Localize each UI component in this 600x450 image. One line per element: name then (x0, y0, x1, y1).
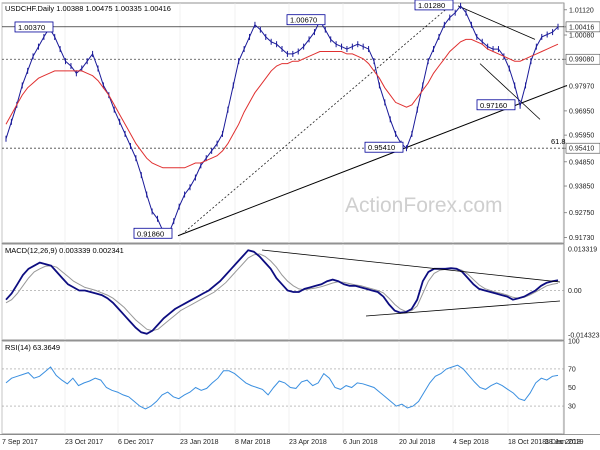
macd-panel-frame (1, 243, 565, 341)
price-annotation-label: 1.01280 (418, 1, 445, 10)
macd-line (5, 249, 559, 335)
macd-y-tick-label: 0.013319 (568, 247, 597, 254)
fib-level-label: 61.8 (551, 137, 566, 146)
price-y-tick-label: 0.95950 (569, 133, 594, 140)
price-annotation-label: 0.95410 (368, 143, 395, 152)
x-tick-label: 20 Jul 2018 (399, 439, 435, 446)
macd-panel-header: MACD(12,26,9) 0.003339 0.002341 (5, 246, 124, 255)
price-annotation-box (14, 21, 54, 33)
price-annotation-box (476, 99, 516, 111)
price-tag-box (565, 21, 600, 33)
x-tick-label: 23 Oct 2017 (65, 439, 103, 446)
x-tick-label: 6 Jun 2018 (343, 439, 378, 446)
rsi-panel-header: RSI(14) 63.3649 (5, 343, 60, 352)
macd-upper-trend-line (261, 249, 561, 283)
price-panel-header: USDCHF.Daily 1.00388 1.00475 1.00335 1.0… (5, 4, 171, 13)
price-annotation-label: 0.91860 (137, 229, 164, 238)
price-y-tick-label: 1.00080 (569, 33, 594, 40)
x-tick-label: 18 Oct 2018 (508, 439, 546, 446)
rsi-y-tick-label: 70 (568, 366, 576, 373)
price-y-tick-label: 0.96950 (569, 108, 594, 115)
long-trend-line (177, 84, 568, 237)
price-y-tick-label: 0.93850 (569, 184, 594, 191)
rsi-y-tick-label: 30 (568, 404, 576, 411)
price-y-tick-label: 0.91730 (569, 235, 594, 242)
rsi-panel-frame (1, 340, 565, 435)
dotted-channel-line (181, 5, 451, 235)
price-series-line (5, 5, 559, 236)
watermark-text: ActionForex.com (345, 194, 503, 217)
x-tick-label: 3 Dec 2018 (545, 439, 581, 446)
x-tick-label: 23 Apr 2018 (289, 439, 327, 446)
price-y-tick-label: 0.92750 (569, 210, 594, 217)
price-annotation-label: 0.97160 (480, 101, 507, 110)
macd-signal-line (5, 253, 559, 332)
price-annotation-box (414, 0, 454, 11)
plot-layer (2, 2, 568, 410)
macd-lower-trend-line (365, 300, 561, 317)
price-annotation-box (364, 141, 404, 153)
x-tick-label: 18 Jan 2019 (545, 439, 584, 446)
price-y-tick-label: 0.95410 (569, 146, 594, 153)
price-tag-box (565, 53, 600, 65)
falling-channel-upper (457, 5, 536, 40)
price-annotation-label: 1.00370 (18, 23, 45, 32)
macd-y-tick-label: -0.014323 (568, 332, 600, 339)
moving-average-line (5, 38, 559, 169)
price-y-tick-label: 0.99080 (569, 57, 594, 64)
chart-background (0, 2, 600, 435)
x-tick-label: 7 Sep 2017 (2, 439, 38, 446)
price-annotation-label: 1.00670 (290, 16, 317, 25)
rsi-line (5, 364, 559, 410)
x-tick-label: 8 Mar 2018 (235, 439, 271, 446)
price-y-tick-label: 0.97970 (569, 84, 594, 91)
x-tick-label: 6 Dec 2017 (118, 439, 154, 446)
macd-y-tick-label: 0.00 (568, 288, 582, 295)
price-tag-box (565, 142, 600, 154)
falling-channel-lower (479, 63, 541, 120)
rsi-y-tick-label: 50 (568, 385, 576, 392)
price-y-tick-label: 1.01120 (569, 7, 594, 14)
rsi-y-tick-label: 100 (568, 339, 580, 346)
price-annotation-box (133, 227, 173, 239)
price-y-tick-label: 1.00416 (569, 24, 594, 31)
price-annotation-box (286, 14, 326, 26)
x-tick-label: 4 Sep 2018 (453, 439, 489, 446)
x-tick-label: 23 Jan 2018 (180, 439, 219, 446)
price-y-tick-label: 0.94850 (569, 159, 594, 166)
